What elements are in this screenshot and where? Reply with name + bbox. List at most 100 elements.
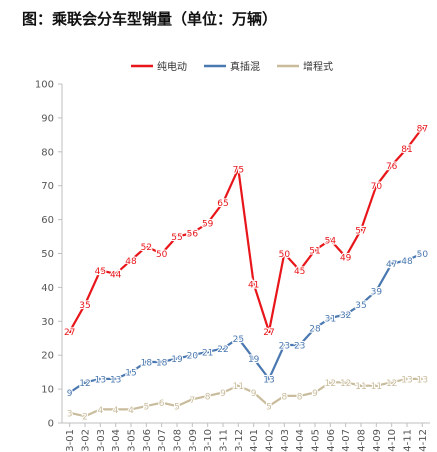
data-point [83,302,87,306]
data-label: 5 [174,403,180,413]
series-line [68,127,424,333]
data-point [206,350,210,354]
data-point [405,146,409,151]
data-label: 13 [401,375,412,385]
data-point [114,272,118,276]
data-label: 45 [294,267,305,277]
legend-label: 增程式 [303,60,333,73]
data-label: 18 [141,358,153,368]
data-label: 47 [386,260,397,270]
data-point [221,201,225,205]
data-point [252,356,256,361]
x-tick-label: 3-08 [173,429,184,452]
data-label: 13 [110,375,121,385]
x-tick-label: 4-11 [403,429,414,452]
series-line [68,252,424,394]
data-point [267,404,271,408]
x-tick-label: 3-12 [234,429,245,452]
data-point [390,262,394,266]
x-tick-label: 4-06 [326,429,337,452]
data-point [206,221,210,225]
data-point [175,234,179,239]
y-tick-label: 100 [35,80,54,91]
data-point [359,228,363,232]
data-point [129,258,133,262]
data-point [206,394,210,398]
y-tick-label: 80 [41,147,54,158]
data-point [144,360,148,364]
data-point [359,302,363,306]
data-point [98,407,102,412]
data-label: 4 [113,406,119,416]
data-point [114,377,118,381]
data-label: 19 [248,355,260,365]
data-label: 54 [325,236,337,246]
data-label: 81 [401,145,412,155]
legend-label: 真插混 [230,60,260,73]
data-point [282,394,286,398]
x-tick-label: 3-03 [96,429,107,452]
x-tick-label: 4-09 [372,429,383,452]
data-label: 3 [67,409,73,419]
y-tick-label: 0 [48,419,54,430]
data-point [175,404,179,408]
data-label: 13 [417,375,428,385]
data-point [267,329,271,334]
data-label: 25 [233,335,244,345]
data-point [221,346,225,351]
data-label: 11 [355,382,366,392]
data-label: 48 [125,257,137,267]
data-point [298,268,302,273]
data-label: 39 [371,287,383,297]
data-label: 70 [371,182,383,192]
data-label: 35 [79,301,90,311]
data-label: 20 [187,352,199,362]
y-tick-label: 30 [41,317,54,328]
data-point [221,390,225,395]
data-label: 12 [340,379,351,389]
data-label: 27 [64,328,75,338]
data-point [68,390,72,395]
data-label: 23 [294,342,305,352]
data-label: 28 [309,325,321,335]
y-tick-label: 10 [41,385,54,396]
y-tick-label: 20 [41,351,54,362]
data-label: 52 [141,243,152,253]
data-label: 50 [417,250,429,260]
data-point [68,329,72,334]
data-label: 65 [217,199,228,209]
x-tick-label: 4-01 [249,429,260,452]
x-tick-label: 3-11 [219,429,230,452]
data-point [160,401,164,405]
data-label: 50 [279,250,291,260]
data-point [420,377,424,381]
data-point [374,289,378,293]
x-tick-label: 3-10 [203,429,214,452]
x-tick-label: 4-05 [311,429,322,452]
data-point [344,255,348,259]
data-label: 12 [386,379,397,389]
data-point [328,238,332,242]
data-label: 32 [340,311,351,321]
data-label: 57 [355,226,366,236]
x-tick-label: 3-09 [188,429,199,452]
data-label: 59 [202,219,214,229]
data-label: 50 [156,250,168,260]
y-tick-label: 90 [41,113,54,124]
data-point [114,407,118,412]
data-label: 7 [189,396,195,406]
data-point [374,184,378,188]
data-point [190,231,194,235]
data-label: 9 [67,389,73,399]
data-label: 51 [309,247,320,257]
data-point [420,251,424,256]
data-point [298,343,302,347]
x-tick-label: 3-04 [111,429,122,452]
data-point [313,390,317,395]
data-point [390,163,394,167]
data-label: 31 [325,314,336,324]
data-label: 4 [128,406,134,416]
data-point [298,394,302,398]
